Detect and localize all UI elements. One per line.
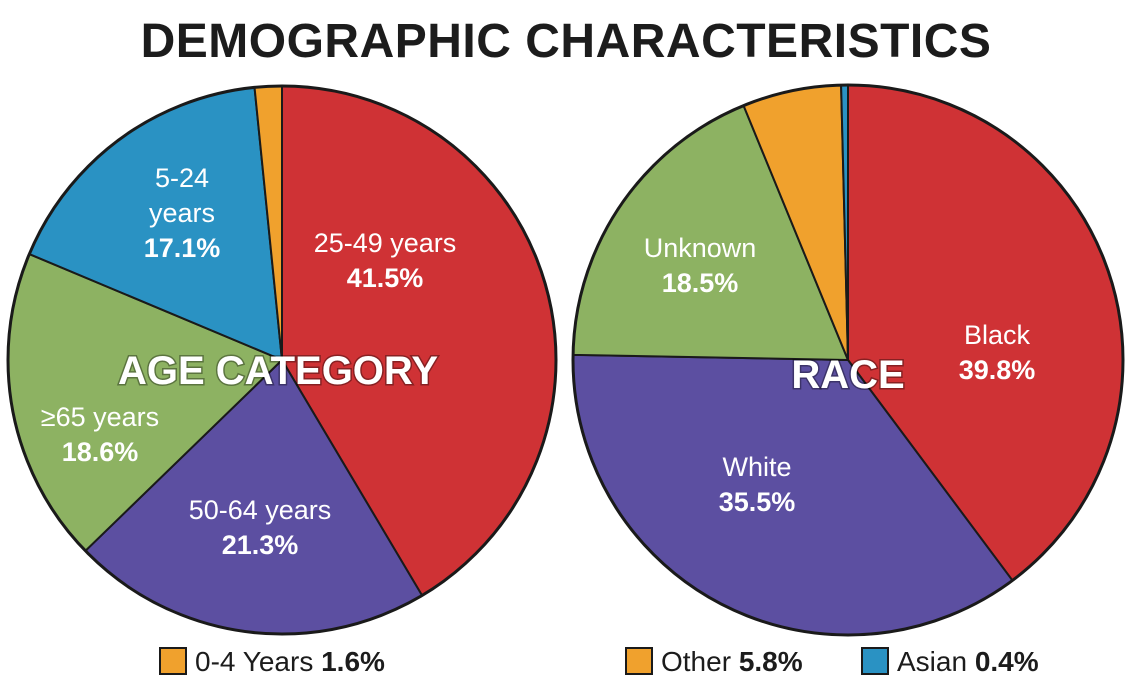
slice-label-age-25-49: 25-49 years 41.5% (314, 228, 457, 293)
pie-outline (6, 84, 558, 636)
race-pie: Black 39.8% White 35.5% Unknown 18.5% RACE (571, 83, 1125, 637)
legend-label: Asian 0.4% (897, 646, 1039, 677)
pie-title: AGE CATEGORY (118, 349, 438, 393)
pie-title: RACE (791, 353, 904, 397)
pie-outline (571, 83, 1125, 637)
race-legend: Other 5.8% Asian 0.4% (625, 646, 1039, 677)
age-legend: 0-4 Years 1.6% (159, 646, 385, 677)
slice-label-race-black: Black 39.8% (959, 320, 1036, 385)
age-category-pie: 25-49 years 41.5% 50-64 years 21.3% ≥65 year… (6, 84, 558, 636)
legend-item: 0-4 Years 1.6% (159, 646, 385, 677)
legend-label: 0-4 Years 1.6% (195, 646, 385, 677)
slice-label-race-unknown: Unknown 18.5% (644, 233, 757, 298)
legend-swatch (861, 647, 889, 675)
legend-swatch (159, 647, 187, 675)
legend-item: Asian 0.4% (861, 646, 1039, 677)
slice-label-age-65plus: ≥65 years 18.6% (41, 402, 159, 467)
legend-item: Other 5.8% (625, 646, 803, 677)
legend-label: Other 5.8% (661, 646, 803, 677)
chart-title: DEMOGRAPHIC CHARACTERISTICS (140, 15, 992, 68)
legend-swatch (625, 647, 653, 675)
slice-label-age-50-64: 50-64 years 21.3% (189, 495, 332, 560)
slice-label-age-5-24: 5-24 years 17.1% (144, 163, 221, 263)
slice-label-race-white: White 35.5% (719, 452, 796, 517)
